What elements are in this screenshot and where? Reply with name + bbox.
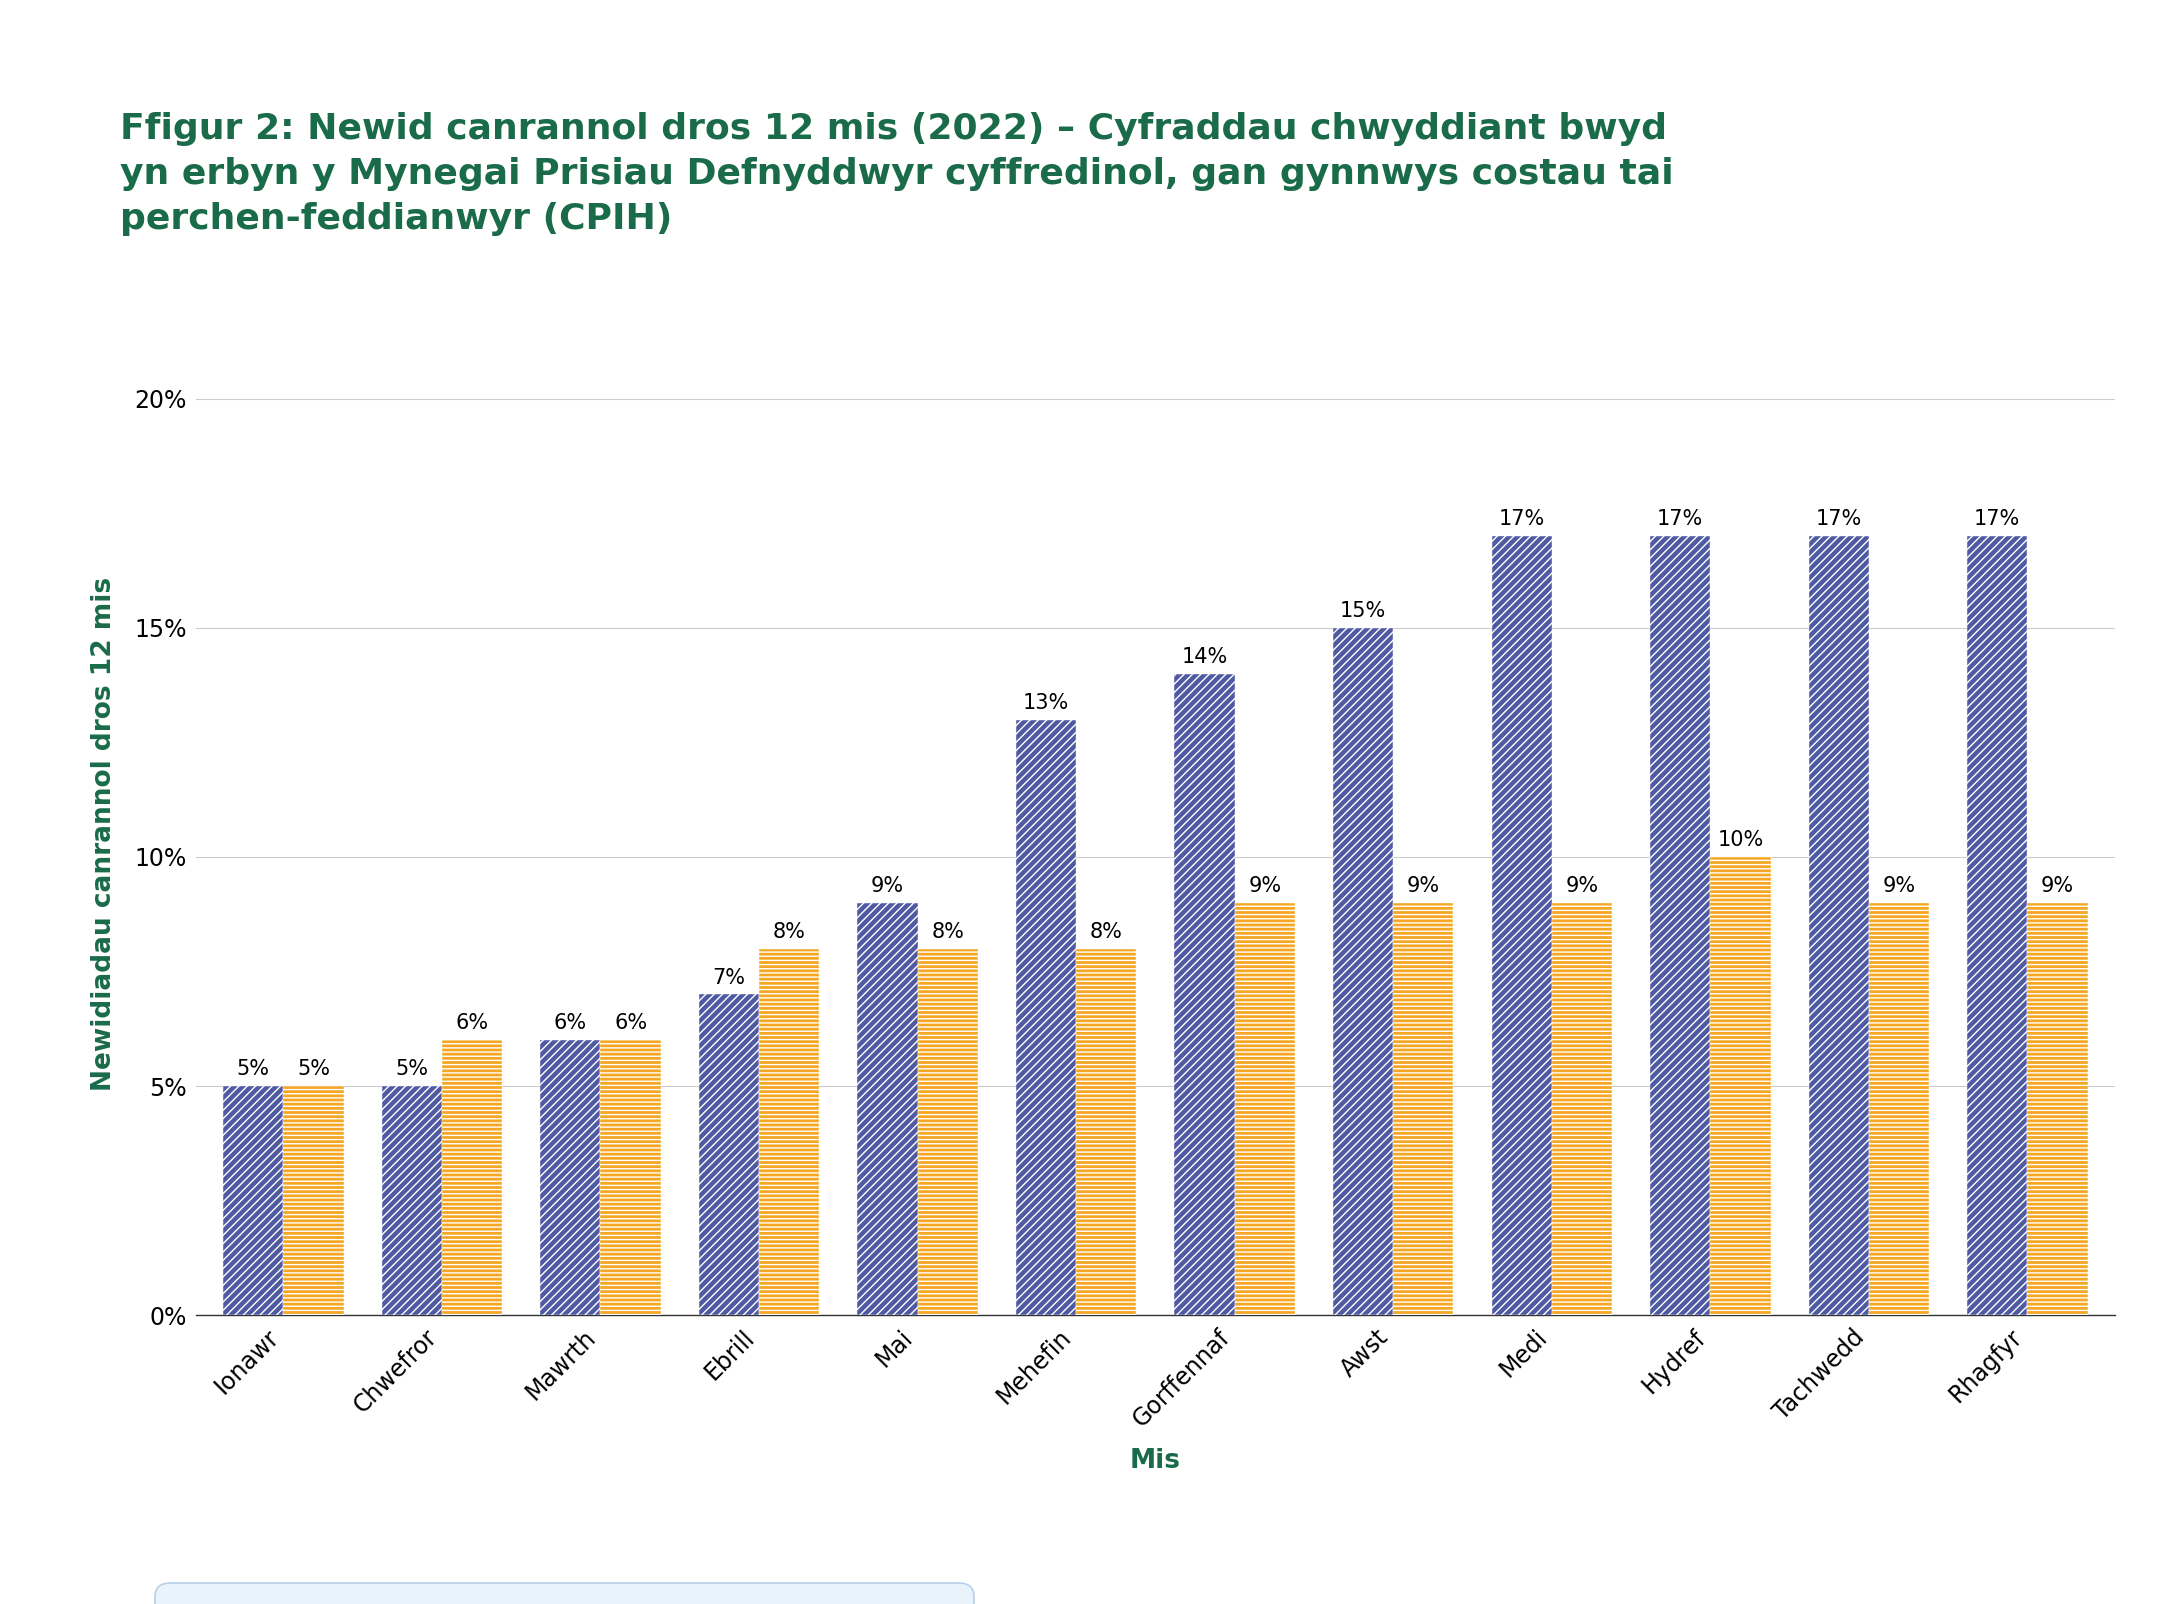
- Bar: [1393, 903, 1454, 1315]
- Bar: [1868, 903, 1929, 1315]
- Bar: [222, 1086, 283, 1315]
- Text: 8%: 8%: [772, 922, 807, 942]
- Text: 9%: 9%: [1881, 876, 1916, 897]
- Bar: [1332, 627, 1393, 1315]
- Text: 7%: 7%: [713, 967, 746, 988]
- Bar: [1809, 536, 1868, 1315]
- Text: 6%: 6%: [615, 1014, 647, 1033]
- Text: 6%: 6%: [456, 1014, 488, 1033]
- Bar: [1175, 674, 1234, 1315]
- Text: 5%: 5%: [296, 1059, 329, 1079]
- Bar: [2027, 903, 2088, 1315]
- Text: 9%: 9%: [2040, 876, 2073, 897]
- Bar: [1234, 903, 1295, 1315]
- Text: Ffigur 2: Newid canrannol dros 12 mis (2022) – Cyfraddau chwyddiant bwyd
yn erby: Ffigur 2: Newid canrannol dros 12 mis (2…: [120, 112, 1674, 236]
- X-axis label: Mis: Mis: [1129, 1448, 1182, 1474]
- Bar: [283, 1086, 344, 1315]
- Bar: [382, 1086, 443, 1315]
- Text: 9%: 9%: [1249, 876, 1282, 897]
- Bar: [1077, 948, 1136, 1315]
- Bar: [600, 1041, 661, 1315]
- Text: 17%: 17%: [1816, 510, 1862, 529]
- Text: 8%: 8%: [1090, 922, 1123, 942]
- Bar: [541, 1041, 600, 1315]
- Bar: [1966, 536, 2027, 1315]
- Legend: Chwyddiant bwyd (CPIH), CPIH cyffredinol: Chwyddiant bwyd (CPIH), CPIH cyffredinol: [170, 1598, 959, 1604]
- Bar: [918, 948, 979, 1315]
- Y-axis label: Newidiadau canrannol dros 12 mis: Newidiadau canrannol dros 12 mis: [92, 577, 118, 1091]
- Text: 5%: 5%: [395, 1059, 427, 1079]
- Bar: [1491, 536, 1552, 1315]
- Text: 17%: 17%: [1657, 510, 1703, 529]
- Bar: [857, 903, 918, 1315]
- Text: 17%: 17%: [1975, 510, 2021, 529]
- Text: 8%: 8%: [931, 922, 964, 942]
- Text: 5%: 5%: [238, 1059, 270, 1079]
- Bar: [443, 1041, 501, 1315]
- Text: 13%: 13%: [1022, 693, 1068, 712]
- Bar: [1650, 536, 1711, 1315]
- Text: 10%: 10%: [1718, 831, 1764, 850]
- Bar: [1552, 903, 1611, 1315]
- Text: 14%: 14%: [1182, 646, 1227, 667]
- Text: 9%: 9%: [870, 876, 905, 897]
- Bar: [1016, 720, 1077, 1315]
- Text: 9%: 9%: [1406, 876, 1441, 897]
- Text: 6%: 6%: [554, 1014, 586, 1033]
- Bar: [759, 948, 820, 1315]
- Text: 17%: 17%: [1498, 510, 1546, 529]
- Text: 9%: 9%: [1565, 876, 1598, 897]
- Bar: [1711, 857, 1770, 1315]
- Bar: [700, 994, 759, 1315]
- Text: 15%: 15%: [1341, 602, 1386, 621]
